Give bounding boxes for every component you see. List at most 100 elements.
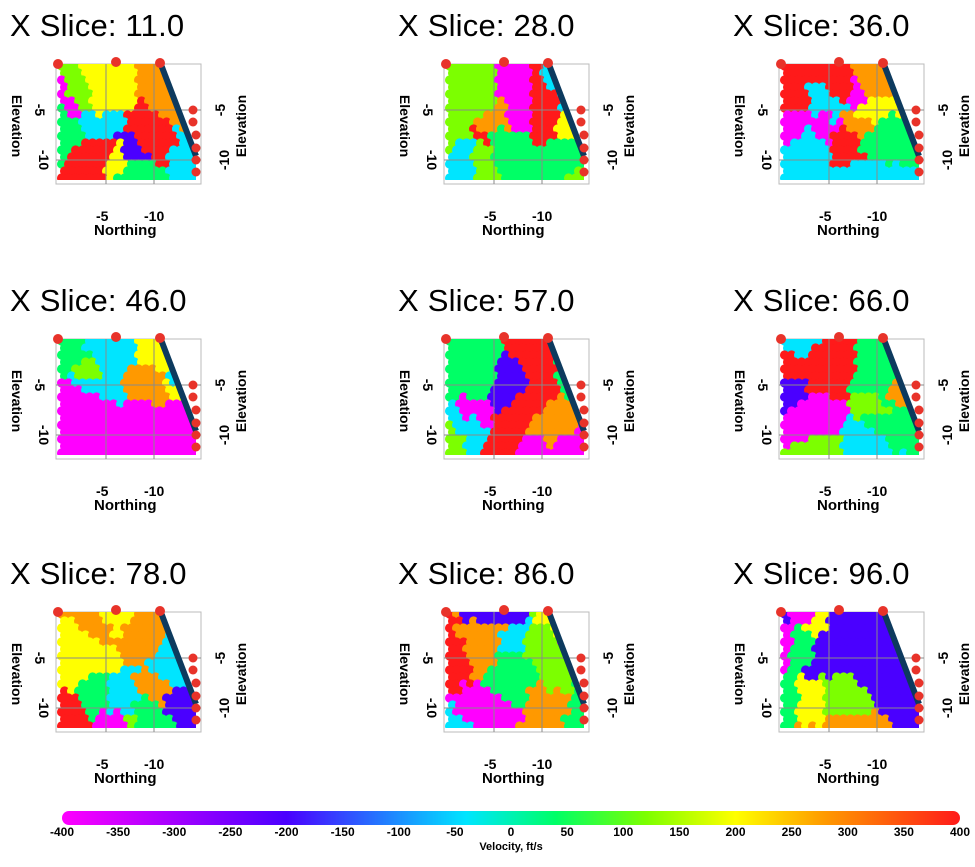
velocity-cell	[458, 364, 469, 374]
velocity-cell	[793, 131, 804, 141]
velocity-cell	[154, 75, 165, 85]
velocity-cell	[563, 339, 574, 346]
velocity-cell	[866, 166, 877, 176]
velocity-cell	[528, 339, 539, 346]
velocity-cell	[451, 131, 462, 141]
velocity-cell	[884, 420, 895, 430]
velocity-cell	[838, 644, 849, 654]
velocity-cell	[161, 159, 172, 169]
velocity-cell	[845, 714, 856, 724]
velocity-cell	[489, 138, 500, 148]
velocity-cell	[898, 173, 909, 180]
velocity-cell	[842, 693, 853, 703]
velocity-cell	[500, 89, 511, 99]
velocity-cell	[856, 693, 867, 703]
velocity-cell	[468, 385, 479, 395]
velocity-cell	[779, 350, 790, 360]
velocity-cell	[796, 616, 807, 626]
velocity-cell	[894, 441, 905, 451]
velocity-cell	[80, 138, 91, 148]
velocity-cell	[451, 721, 462, 728]
velocity-cell	[87, 357, 98, 367]
velocity-cell	[556, 339, 567, 346]
velocity-cell	[479, 420, 490, 430]
velocity-cell	[468, 357, 479, 367]
velocity-cell	[545, 110, 556, 120]
velocity-cell	[84, 693, 95, 703]
velocity-cell	[185, 616, 196, 626]
velocity-cell	[59, 427, 70, 437]
velocity-cell	[531, 644, 542, 654]
velocity-cell	[898, 679, 909, 689]
velocity-cell	[824, 658, 835, 668]
velocity-cell	[489, 166, 500, 176]
velocity-cell	[454, 714, 465, 724]
elevation-axis-label-right: Elevation	[621, 94, 638, 158]
velocity-cell	[70, 159, 81, 169]
velocity-cell	[73, 138, 84, 148]
velocity-cell	[178, 616, 189, 626]
velocity-cell	[535, 339, 546, 346]
velocity-cell	[468, 644, 479, 654]
velocity-cell	[563, 721, 574, 728]
velocity-cell	[570, 707, 581, 717]
velocity-cell	[119, 707, 130, 717]
velocity-cell	[835, 623, 846, 633]
velocity-cell	[108, 658, 119, 668]
velocity-cell	[849, 721, 860, 728]
velocity-cell	[475, 413, 486, 423]
velocity-cell	[877, 448, 888, 455]
velocity-cell	[789, 658, 800, 668]
velocity-cell	[451, 117, 462, 127]
velocity-cell	[786, 64, 797, 71]
velocity-cell	[182, 364, 193, 374]
velocity-cell	[500, 679, 511, 689]
velocity-cell	[912, 623, 919, 633]
velocity-cell	[496, 644, 507, 654]
velocity-cell	[835, 89, 846, 99]
velocity-cell	[817, 413, 828, 423]
velocity-cell	[479, 159, 490, 169]
velocity-cell	[77, 707, 88, 717]
velocity-cell	[796, 357, 807, 367]
velocity-cell	[800, 392, 811, 402]
velocity-cell	[524, 166, 535, 176]
velocity-cell	[880, 385, 891, 395]
velocity-cell	[101, 166, 112, 176]
velocity-cell	[894, 686, 905, 696]
velocity-cell	[870, 339, 881, 346]
velocity-cell	[133, 89, 144, 99]
velocity-cell	[796, 644, 807, 654]
velocity-cell	[136, 124, 147, 134]
velocity-cell	[817, 82, 828, 92]
velocity-cell	[817, 630, 828, 640]
velocity-cell	[545, 82, 556, 92]
velocity-cell	[803, 700, 814, 710]
velocity-cell	[189, 64, 196, 71]
velocity-cell	[150, 427, 161, 437]
velocity-cell	[84, 434, 95, 444]
elevation-tick-left: -5	[32, 651, 49, 665]
velocity-cell	[800, 173, 811, 180]
velocity-cell	[482, 152, 493, 162]
velocity-cell	[514, 721, 525, 728]
velocity-cell	[458, 350, 469, 360]
velocity-cell	[912, 637, 919, 647]
velocity-cell	[500, 159, 511, 169]
velocity-cell	[122, 658, 133, 668]
velocity-cell	[559, 152, 570, 162]
velocity-cell	[108, 413, 119, 423]
velocity-cell	[789, 644, 800, 654]
velocity-cell	[884, 693, 895, 703]
velocity-cell	[147, 420, 158, 430]
velocity-cell	[472, 707, 483, 717]
velocity-cell	[877, 637, 888, 647]
velocity-cell	[126, 693, 137, 703]
velocity-cell	[472, 721, 483, 728]
velocity-cell	[112, 406, 123, 416]
velocity-cell	[479, 117, 490, 127]
velocity-cell	[887, 152, 898, 162]
velocity-cell	[150, 413, 161, 423]
velocity-cell	[458, 623, 469, 633]
velocity-cell	[475, 630, 486, 640]
